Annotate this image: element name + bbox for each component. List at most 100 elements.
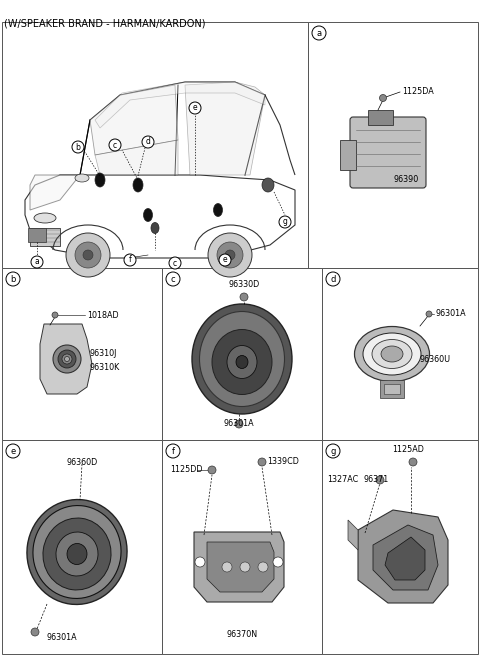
Polygon shape (95, 82, 265, 128)
Circle shape (124, 254, 136, 266)
Ellipse shape (151, 222, 159, 234)
Bar (28, 228, 46, 242)
Circle shape (222, 562, 232, 572)
Text: 96301A: 96301A (224, 419, 254, 428)
Ellipse shape (133, 178, 143, 192)
Bar (162, 268, 322, 440)
Text: 1018AD: 1018AD (87, 310, 119, 319)
Circle shape (31, 256, 43, 268)
Circle shape (52, 312, 58, 318)
Circle shape (326, 272, 340, 286)
Circle shape (258, 458, 266, 466)
Polygon shape (373, 525, 438, 590)
Ellipse shape (363, 333, 421, 375)
Text: c: c (173, 258, 177, 268)
Text: 1339CD: 1339CD (267, 457, 299, 466)
Circle shape (208, 466, 216, 474)
Circle shape (258, 562, 268, 572)
Bar (2, 22, 308, 268)
Circle shape (426, 311, 432, 317)
Ellipse shape (95, 173, 105, 187)
Circle shape (6, 272, 20, 286)
Text: a: a (316, 28, 322, 37)
Text: c: c (171, 274, 175, 283)
Circle shape (66, 233, 110, 277)
Text: 1125AD: 1125AD (392, 445, 424, 454)
Text: 96310K: 96310K (90, 363, 120, 371)
Circle shape (189, 102, 201, 114)
Text: b: b (10, 274, 16, 283)
Text: 96301A: 96301A (47, 633, 77, 642)
Polygon shape (95, 140, 178, 175)
Ellipse shape (355, 327, 430, 382)
Text: g: g (283, 218, 288, 226)
Text: e: e (223, 255, 228, 264)
Text: 96360U: 96360U (420, 354, 451, 363)
Text: g: g (330, 447, 336, 455)
Ellipse shape (53, 345, 81, 373)
Text: d: d (145, 138, 150, 146)
Circle shape (83, 250, 93, 260)
Ellipse shape (192, 304, 292, 414)
Bar (2, 440, 162, 654)
Text: c: c (113, 140, 117, 150)
Circle shape (72, 141, 84, 153)
Text: 1125DD: 1125DD (170, 466, 203, 474)
Circle shape (273, 557, 283, 567)
Circle shape (380, 94, 386, 102)
Polygon shape (194, 532, 284, 602)
Ellipse shape (381, 346, 403, 362)
Text: 96301A: 96301A (435, 310, 466, 319)
Circle shape (225, 250, 235, 260)
Circle shape (109, 139, 121, 151)
Text: e: e (192, 104, 197, 112)
Polygon shape (385, 537, 425, 580)
Circle shape (166, 272, 180, 286)
FancyBboxPatch shape (350, 117, 426, 188)
Ellipse shape (227, 346, 257, 379)
Polygon shape (348, 520, 358, 550)
Circle shape (235, 420, 243, 428)
Ellipse shape (262, 178, 274, 192)
Ellipse shape (27, 500, 127, 604)
Bar (380, 380, 404, 398)
Text: 96360D: 96360D (66, 458, 97, 467)
Circle shape (279, 216, 291, 228)
Text: f: f (171, 447, 175, 455)
Bar (384, 384, 400, 394)
Text: 96310J: 96310J (90, 350, 118, 358)
Ellipse shape (236, 356, 248, 369)
Ellipse shape (372, 340, 412, 369)
Ellipse shape (43, 518, 111, 590)
Circle shape (31, 628, 39, 636)
Polygon shape (30, 175, 80, 210)
Circle shape (219, 254, 231, 266)
Bar (340, 140, 356, 170)
Bar (162, 440, 322, 654)
Polygon shape (40, 324, 92, 394)
Circle shape (208, 233, 252, 277)
Circle shape (409, 458, 417, 466)
Circle shape (312, 26, 326, 40)
Ellipse shape (75, 174, 89, 182)
Ellipse shape (64, 356, 70, 361)
Ellipse shape (214, 203, 223, 216)
Ellipse shape (33, 506, 121, 598)
Ellipse shape (58, 350, 76, 368)
Polygon shape (90, 85, 178, 155)
Ellipse shape (34, 213, 56, 223)
Text: (W/SPEAKER BRAND - HARMAN/KARDON): (W/SPEAKER BRAND - HARMAN/KARDON) (4, 18, 205, 28)
Bar (308, 22, 478, 268)
Polygon shape (358, 510, 448, 603)
Circle shape (166, 444, 180, 458)
Bar (30, 228, 60, 246)
Text: 96371: 96371 (364, 476, 389, 485)
Circle shape (376, 476, 384, 484)
Circle shape (142, 136, 154, 148)
Bar (322, 268, 478, 440)
Bar (2, 268, 162, 440)
Ellipse shape (67, 544, 87, 565)
Polygon shape (185, 82, 265, 175)
Circle shape (195, 557, 205, 567)
Text: 96370N: 96370N (227, 630, 258, 639)
